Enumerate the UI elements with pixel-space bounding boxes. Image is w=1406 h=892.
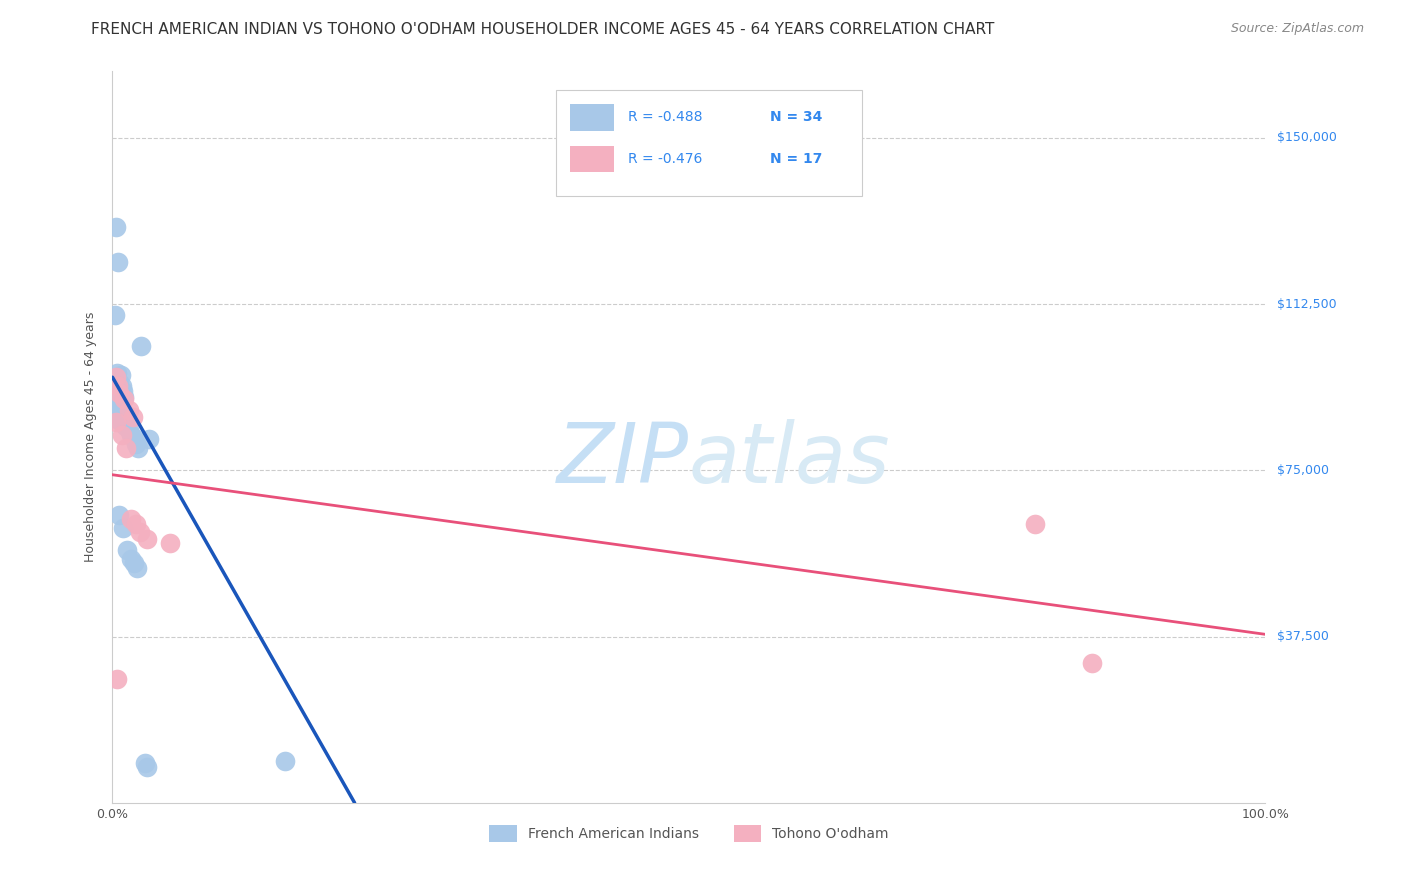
Point [124, 516, 146, 531]
FancyBboxPatch shape [571, 104, 614, 130]
Point [107, 255, 129, 269]
Point [127, 441, 149, 455]
Point [134, 756, 156, 770]
Point [105, 412, 128, 426]
Point [105, 366, 128, 380]
Text: $150,000: $150,000 [1277, 131, 1336, 145]
Point [124, 557, 146, 571]
Text: $37,500: $37,500 [1277, 630, 1329, 643]
Point [104, 219, 127, 234]
Point [108, 508, 131, 522]
Text: atlas: atlas [689, 418, 890, 500]
Point [105, 672, 128, 686]
Point [117, 403, 139, 417]
Y-axis label: Householder Income Ages 45 - 64 years: Householder Income Ages 45 - 64 years [83, 312, 97, 562]
Point [124, 436, 146, 450]
Point [104, 415, 127, 429]
Point [117, 543, 139, 558]
Point [274, 754, 297, 768]
Point [120, 552, 142, 566]
Point [108, 397, 131, 411]
Point [110, 415, 132, 429]
Point [129, 525, 152, 540]
FancyBboxPatch shape [557, 90, 862, 195]
Point [111, 384, 134, 398]
Point [136, 532, 159, 546]
Text: R = -0.476: R = -0.476 [628, 153, 702, 166]
Text: N = 17: N = 17 [769, 153, 823, 166]
Point [122, 410, 145, 425]
Point [108, 385, 131, 400]
Point [136, 760, 159, 774]
Point [159, 536, 181, 550]
Point [120, 512, 142, 526]
Point [112, 390, 135, 404]
Point [120, 428, 142, 442]
Text: $75,000: $75,000 [1277, 464, 1329, 477]
Point [125, 561, 148, 575]
Point [104, 370, 127, 384]
Point [110, 368, 132, 382]
Text: Source: ZipAtlas.com: Source: ZipAtlas.com [1230, 22, 1364, 36]
Text: $112,500: $112,500 [1277, 298, 1336, 310]
Text: N = 34: N = 34 [769, 111, 823, 125]
Text: FRENCH AMERICAN INDIAN VS TOHONO O'ODHAM HOUSEHOLDER INCOME AGES 45 - 64 YEARS C: FRENCH AMERICAN INDIAN VS TOHONO O'ODHAM… [91, 22, 995, 37]
Point [108, 375, 131, 389]
Point [1081, 656, 1104, 670]
Point [114, 419, 136, 434]
Point [117, 424, 139, 438]
Point [111, 521, 134, 535]
Point [122, 430, 145, 444]
Point [112, 406, 135, 420]
Point [115, 410, 138, 425]
Point [104, 308, 127, 322]
Point [111, 428, 134, 442]
Legend: French American Indians, Tohono O'odham: French American Indians, Tohono O'odham [484, 820, 894, 847]
Point [138, 432, 160, 446]
Point [129, 339, 153, 353]
Point [107, 379, 129, 393]
Point [104, 392, 127, 407]
Point [115, 441, 138, 455]
Point [1024, 516, 1046, 531]
FancyBboxPatch shape [571, 146, 614, 172]
Point [111, 379, 134, 393]
Text: R = -0.488: R = -0.488 [628, 111, 703, 125]
Point [107, 401, 129, 416]
Point [112, 392, 135, 407]
Text: ZIP: ZIP [557, 418, 689, 500]
Point [111, 403, 134, 417]
